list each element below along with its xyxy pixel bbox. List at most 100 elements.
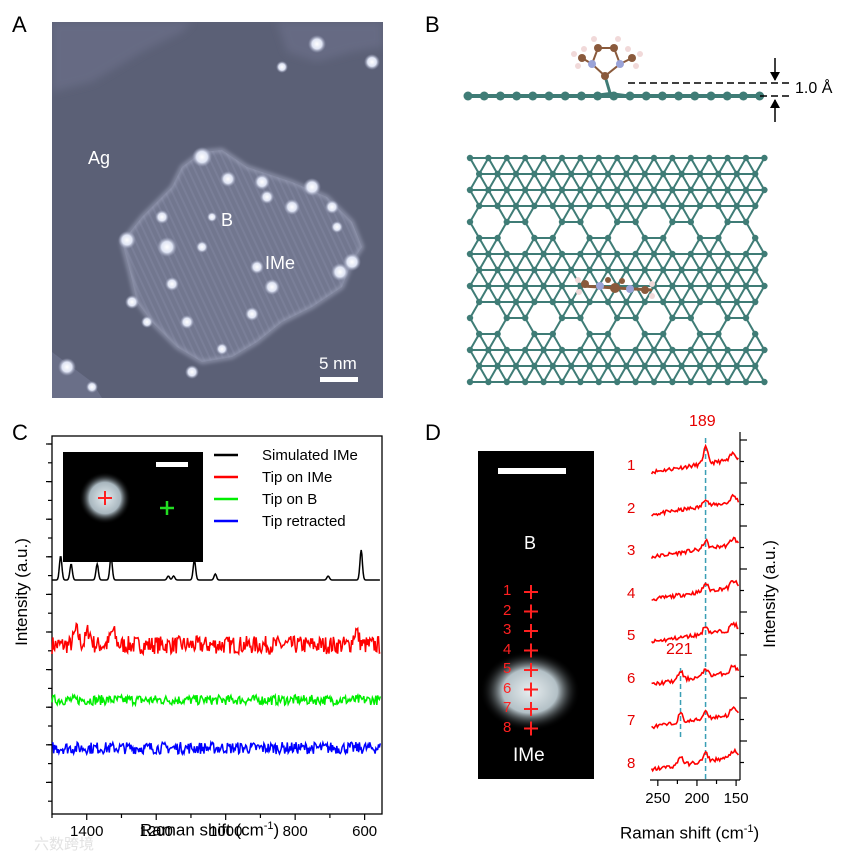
lattice-atom <box>540 378 547 386</box>
lattice-atom <box>733 362 740 370</box>
lattice-atom <box>650 250 658 258</box>
lattice-atom <box>522 154 529 162</box>
position-number-image: 7 <box>503 699 512 716</box>
lattice-atom <box>531 234 538 242</box>
lattice-atom <box>614 314 621 322</box>
lattice-atom <box>696 170 704 178</box>
spectrum-7 <box>651 705 740 730</box>
lattice-atom <box>660 234 667 242</box>
lattice-atom <box>660 266 667 274</box>
borophene-lattice <box>466 154 768 386</box>
lattice-atom <box>531 298 538 306</box>
lattice-atom <box>522 282 529 290</box>
x-tick-label-c: 1400 <box>70 823 103 840</box>
lattice-atom <box>687 282 694 290</box>
lattice-atom <box>650 154 658 162</box>
lattice-atom <box>494 266 501 274</box>
lattice-atom <box>466 154 474 162</box>
lattice-atom <box>558 154 566 162</box>
lattice-atom <box>595 154 602 162</box>
lattice-atom <box>466 218 474 226</box>
lattice-atom <box>494 298 501 306</box>
lattice-atom <box>687 314 694 322</box>
lattice-atom <box>512 202 520 210</box>
spectrum-6 <box>651 664 740 687</box>
lattice-atom <box>724 314 731 322</box>
lattice-atom <box>650 346 658 354</box>
lattice-atom <box>512 298 520 306</box>
lattice-atom <box>669 186 676 194</box>
lattice-atom <box>577 250 584 258</box>
lattice-atom <box>706 282 713 290</box>
spectrum-4 <box>651 579 740 602</box>
lattice-atom <box>466 282 474 290</box>
lattice-atom <box>614 218 621 226</box>
lattice-atom <box>522 378 529 386</box>
lattice-atom <box>632 250 639 258</box>
lattice-atom <box>466 346 474 354</box>
lattice-atom <box>678 362 685 370</box>
lattice-atom <box>549 362 556 370</box>
lattice-atom <box>604 330 612 338</box>
lattice-atom <box>531 362 538 370</box>
lattice-atom <box>503 250 510 258</box>
peak-189-label: 189 <box>689 413 716 430</box>
lattice-atom <box>558 346 566 354</box>
lattice-atom <box>715 170 722 178</box>
lattice-atom <box>512 266 520 274</box>
lattice-atom <box>586 362 593 370</box>
lattice-atom <box>724 154 731 162</box>
lattice-atom <box>669 250 676 258</box>
x-tick-label-d: 250 <box>645 790 670 807</box>
lattice-atom <box>614 154 621 162</box>
lattice-atom <box>549 170 556 178</box>
lattice-atom <box>724 378 731 386</box>
lattice-atom <box>476 234 483 242</box>
lattice-atom <box>614 186 621 194</box>
lattice-atom <box>577 346 584 354</box>
panel-d-label: D <box>425 420 441 445</box>
lattice-atom <box>761 378 768 386</box>
lattice-atom <box>724 218 731 226</box>
legend-c: Simulated IMe Tip on IMe Tip on B Tip retra… <box>214 447 358 530</box>
lattice-atom <box>761 282 768 290</box>
lattice-atom <box>660 298 667 306</box>
lattice-atom <box>678 202 685 210</box>
lattice-atom <box>549 298 556 306</box>
lattice-atom <box>623 362 630 370</box>
lattice-atom <box>715 298 722 306</box>
height-label: 1.0 Å <box>795 80 833 97</box>
lattice-atom <box>540 346 547 354</box>
scale-label-a: 5 nm <box>319 354 357 373</box>
lattice-atom <box>604 298 612 306</box>
series-line-3 <box>52 739 382 757</box>
tip-positions-image-d <box>478 451 594 779</box>
lattice-atom <box>687 250 694 258</box>
x-axis-label-d-sup: -1 <box>743 823 754 835</box>
lattice-atom <box>531 170 538 178</box>
position-number-image: 1 <box>503 582 512 599</box>
lattice-atom <box>476 298 483 306</box>
lattice-atom <box>568 266 575 274</box>
lattice-atom <box>641 202 648 210</box>
lattice-atom <box>742 346 750 354</box>
lattice-atom <box>696 202 704 210</box>
lattice-atom <box>742 218 750 226</box>
lattice-atom <box>586 298 593 306</box>
lattice-atom <box>641 362 648 370</box>
lattice-atom <box>522 250 529 258</box>
lattice-atom <box>733 202 740 210</box>
b-region-label: B <box>221 210 234 230</box>
lattice-atom <box>669 314 676 322</box>
lattice-atom <box>568 362 575 370</box>
inset-c <box>63 452 203 562</box>
lattice-atom <box>696 330 704 338</box>
lattice-atom <box>742 282 750 290</box>
lattice-atom <box>540 282 547 290</box>
x-axis-label-d-text: Raman shift (cm <box>620 823 744 843</box>
lattice-atom <box>696 362 704 370</box>
lattice-atom <box>715 330 722 338</box>
lattice-atom <box>512 170 520 178</box>
lattice-atom <box>522 314 529 322</box>
lattice-atom <box>522 186 529 194</box>
